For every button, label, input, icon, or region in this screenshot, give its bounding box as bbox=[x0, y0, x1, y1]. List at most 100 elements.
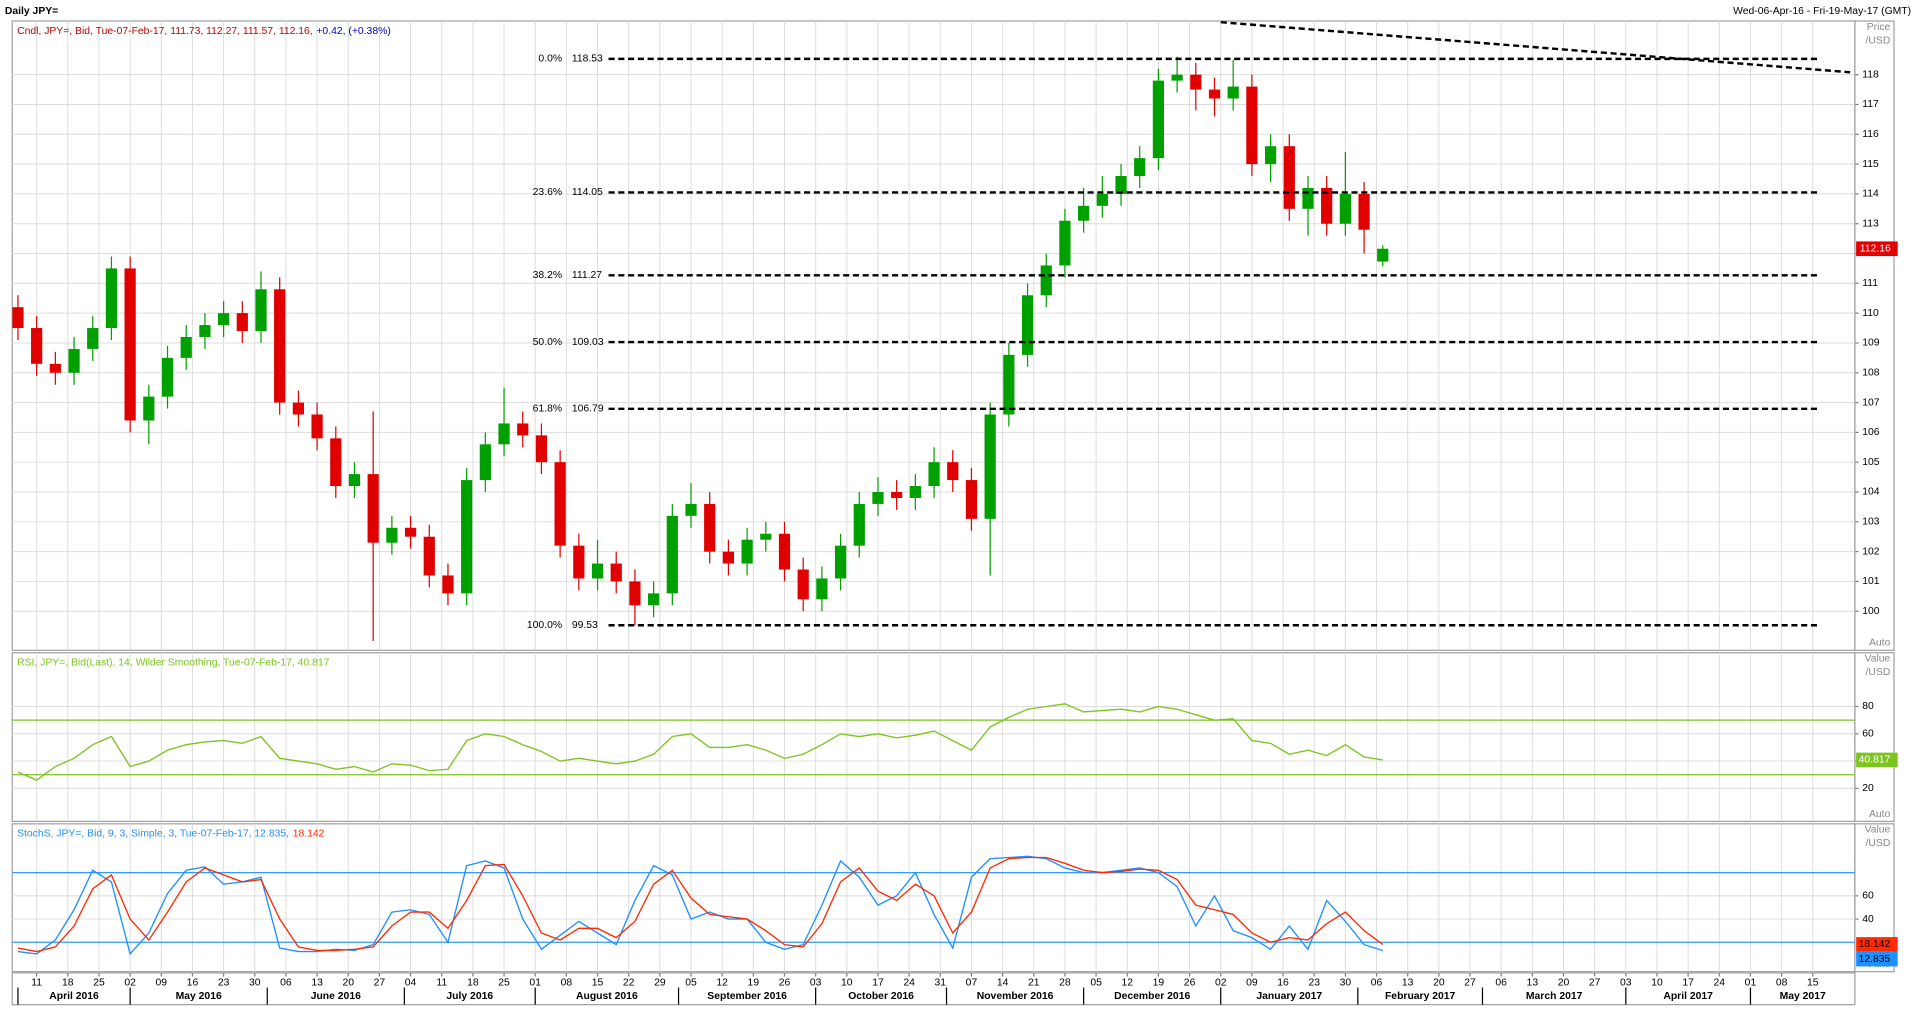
candle-body bbox=[573, 545, 585, 579]
fib-percent: 38.2% bbox=[533, 270, 562, 281]
fib-percent: 50.0% bbox=[533, 337, 562, 348]
candle-body bbox=[218, 313, 230, 326]
plot-area: 0.0% 118.53 23.6% 114.05 38.2% 111.27 50.0% 109… bbox=[12, 21, 1851, 642]
x-tick-label: 14 bbox=[997, 977, 1009, 988]
axis-title: /USD bbox=[1866, 838, 1891, 849]
candle-body bbox=[872, 492, 884, 504]
candle-body bbox=[704, 503, 716, 552]
candle-body bbox=[367, 474, 379, 543]
y-tick-label: 104 bbox=[1862, 487, 1880, 498]
x-axis-frame bbox=[11, 972, 1856, 1006]
candle-body bbox=[797, 569, 809, 600]
candle-body bbox=[834, 545, 847, 579]
y-tick-label: 20 bbox=[1862, 783, 1874, 794]
candle-body bbox=[666, 515, 678, 594]
candle-body bbox=[236, 313, 248, 332]
month-label: August 2016 bbox=[576, 991, 638, 1002]
last-value-box bbox=[1856, 937, 1898, 952]
y-tick-label: 111 bbox=[1862, 278, 1878, 289]
candle-body bbox=[535, 435, 548, 463]
y-tick-label: 102 bbox=[1862, 546, 1880, 557]
candle-body bbox=[853, 503, 865, 546]
fib-value: 114.05 bbox=[572, 187, 603, 198]
candle-body bbox=[928, 462, 940, 487]
axis-title: Value bbox=[1865, 654, 1891, 665]
month-label: September 2016 bbox=[707, 991, 787, 1002]
month-label: July 2016 bbox=[446, 991, 493, 1002]
candle-body bbox=[1227, 86, 1239, 99]
candle-body bbox=[124, 268, 136, 421]
candle-body bbox=[1096, 193, 1108, 206]
month-label: January 2017 bbox=[1256, 991, 1322, 1002]
candle-body bbox=[386, 527, 398, 543]
y-tick-label: 110 bbox=[1862, 308, 1879, 319]
candle-body bbox=[461, 480, 473, 594]
candle-body bbox=[498, 423, 510, 445]
axis-frame bbox=[1854, 652, 1895, 822]
x-tick-label: 06 bbox=[1495, 977, 1507, 988]
candle-body bbox=[909, 486, 921, 498]
y-tick-label: 80 bbox=[1862, 701, 1874, 712]
last-value: 112.16 bbox=[1860, 243, 1891, 254]
fib-percent: 61.8% bbox=[533, 404, 562, 415]
x-tick-label: 04 bbox=[405, 977, 417, 988]
x-tick-label: 10 bbox=[1651, 977, 1663, 988]
candle-body bbox=[648, 593, 660, 606]
candle-body bbox=[1171, 74, 1183, 81]
x-tick-label: 02 bbox=[1215, 977, 1227, 988]
candle-body bbox=[49, 363, 61, 373]
x-tick-label: 20 bbox=[342, 977, 354, 988]
x-tick-label: 17 bbox=[872, 977, 884, 988]
candle-body bbox=[1264, 146, 1277, 165]
candle-body bbox=[87, 328, 99, 349]
month-label: October 2016 bbox=[848, 991, 914, 1002]
candle-body bbox=[292, 402, 305, 415]
x-tick-label: 10 bbox=[841, 977, 853, 988]
legend-text: 18.142 bbox=[293, 828, 325, 839]
legend-text: Cndl, JPY=, Bid, Tue-07-Feb-17, 111.73, … bbox=[17, 26, 313, 37]
candle-body bbox=[1040, 265, 1052, 296]
y-tick-label: 40 bbox=[1862, 914, 1874, 925]
x-tick-label: 25 bbox=[93, 977, 105, 988]
month-label: November 2016 bbox=[977, 991, 1054, 1002]
y-tick-label: 115 bbox=[1862, 159, 1879, 170]
candle-body bbox=[274, 289, 286, 403]
x-tick-label: 20 bbox=[1433, 977, 1445, 988]
candle-body bbox=[1134, 158, 1146, 177]
y-tick-label: 107 bbox=[1862, 397, 1880, 408]
x-tick-label: 24 bbox=[1714, 977, 1726, 988]
x-tick-label: 30 bbox=[249, 977, 261, 988]
y-tick-label: 113 bbox=[1862, 218, 1879, 229]
axis-title: Price bbox=[1867, 22, 1891, 33]
x-tick-label: 12 bbox=[716, 977, 728, 988]
fib-percent: 23.6% bbox=[533, 187, 562, 198]
y-tick-label: 108 bbox=[1862, 368, 1880, 379]
candle-body bbox=[591, 563, 604, 579]
x-tick-label: 26 bbox=[1184, 977, 1196, 988]
month-label: February 2017 bbox=[1385, 991, 1456, 1002]
x-tick-label: 03 bbox=[810, 977, 822, 988]
x-tick-label: 05 bbox=[1090, 977, 1102, 988]
fib-value: 99.53 bbox=[572, 620, 598, 631]
candle-body bbox=[1302, 187, 1314, 209]
x-tick-label: 19 bbox=[1153, 977, 1165, 988]
candle-body bbox=[947, 462, 959, 481]
x-tick-label: 01 bbox=[529, 977, 541, 988]
legend: Cndl, JPY=, Bid, Tue-07-Feb-17, 111.73, … bbox=[17, 26, 391, 37]
candle-body bbox=[1115, 176, 1127, 194]
candle-body bbox=[311, 414, 323, 439]
candle-body bbox=[1021, 295, 1034, 355]
x-tick-label: 27 bbox=[1589, 977, 1601, 988]
candle-body bbox=[12, 307, 24, 329]
candle-body bbox=[404, 527, 417, 537]
legend-change: +0.42, (+0.38%) bbox=[316, 26, 390, 37]
x-tick-label: 17 bbox=[1682, 977, 1694, 988]
x-tick-label: 24 bbox=[903, 977, 915, 988]
y-tick-label: 103 bbox=[1862, 517, 1880, 528]
candle-body bbox=[1003, 354, 1015, 415]
y-tick-label: 114 bbox=[1862, 189, 1879, 200]
candle-body bbox=[685, 503, 697, 516]
series-line bbox=[17, 703, 1383, 781]
x-tick-label: 11 bbox=[31, 977, 42, 988]
